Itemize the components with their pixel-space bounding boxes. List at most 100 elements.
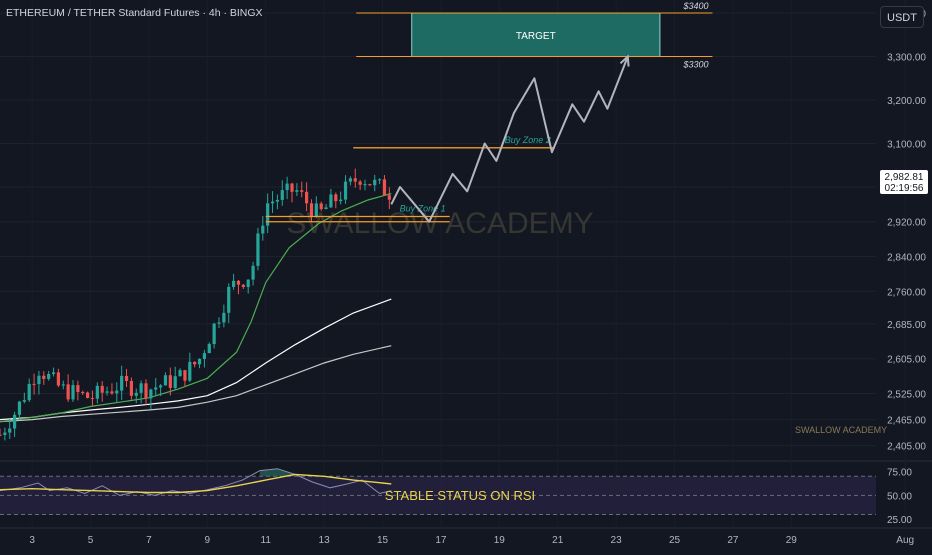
candle-body bbox=[71, 385, 75, 400]
candle-body bbox=[3, 432, 7, 435]
candle-body bbox=[100, 385, 104, 393]
price-tag: 2,982.81 02:19:56 bbox=[880, 170, 928, 194]
time-tick-label: 5 bbox=[88, 535, 94, 546]
candle-body bbox=[324, 207, 328, 210]
currency-button[interactable]: USDT bbox=[880, 6, 924, 28]
candle-body bbox=[193, 361, 197, 365]
target-high-label: $3400 bbox=[682, 1, 708, 11]
candles bbox=[0, 168, 391, 441]
candle-body bbox=[13, 414, 17, 429]
candle-body bbox=[110, 391, 114, 394]
time-tick-label: 25 bbox=[669, 535, 681, 546]
candle-body bbox=[285, 183, 289, 191]
price-tick-label: 2,920.00 bbox=[887, 218, 926, 229]
candle-body bbox=[144, 383, 148, 399]
rsi-ma-line bbox=[0, 473, 392, 494]
candle-body bbox=[295, 190, 299, 192]
time-tick-label: 3 bbox=[29, 535, 35, 546]
candle-body bbox=[178, 370, 182, 377]
candle-body bbox=[236, 280, 241, 285]
candle-body bbox=[22, 400, 26, 402]
projection-layer bbox=[390, 54, 630, 223]
candle-body bbox=[343, 181, 348, 200]
zone-label: Buy Zone 2 bbox=[505, 135, 551, 145]
candle-body bbox=[163, 375, 168, 386]
time-tick-label: 23 bbox=[611, 535, 623, 546]
price-tick-label: 3,200.00 bbox=[887, 96, 926, 107]
ma-white-line bbox=[0, 298, 392, 421]
rsi-tick-label: 25.00 bbox=[887, 515, 912, 526]
candle-body bbox=[261, 225, 265, 234]
candle-body bbox=[241, 284, 245, 288]
candle-body bbox=[188, 361, 192, 381]
price-tick-label: 2,465.00 bbox=[887, 416, 926, 427]
candle-body bbox=[256, 233, 260, 266]
price-tick-label: 2,760.00 bbox=[887, 287, 926, 298]
candle-body bbox=[183, 370, 187, 381]
candle-body bbox=[314, 203, 318, 217]
price-tick-label: 3,100.00 bbox=[887, 139, 926, 150]
candle-body bbox=[61, 384, 65, 386]
candle-body bbox=[27, 383, 31, 401]
indicator-layer bbox=[0, 192, 392, 423]
candle-body bbox=[309, 203, 314, 217]
target-box bbox=[411, 12, 661, 58]
candle-body bbox=[329, 194, 333, 208]
candle-body bbox=[32, 383, 36, 385]
time-tick-label: 29 bbox=[786, 535, 798, 546]
candle-body bbox=[37, 375, 41, 385]
target-low-label: $3300 bbox=[682, 60, 708, 70]
candle-body bbox=[149, 389, 153, 399]
candle-body bbox=[378, 179, 382, 181]
candle-body bbox=[197, 358, 202, 365]
projection-arrowhead bbox=[619, 54, 630, 67]
candle-body bbox=[129, 380, 133, 396]
candle-body bbox=[246, 279, 250, 288]
candle-body bbox=[207, 344, 211, 354]
candle-body bbox=[124, 375, 129, 381]
candle-body bbox=[212, 323, 216, 345]
rsi-tick-label: 50.00 bbox=[887, 491, 912, 502]
candle-body bbox=[139, 383, 143, 393]
ma-grey-line bbox=[0, 345, 392, 423]
candle-body bbox=[154, 387, 158, 390]
candle-body bbox=[159, 385, 163, 388]
candle-body bbox=[290, 183, 294, 192]
projection-path bbox=[390, 56, 629, 223]
time-tick-label: 9 bbox=[205, 535, 211, 546]
time-axis: 3 5 7 9 11 13 15 17 19 21 23 25 27 29 Aug bbox=[29, 535, 914, 546]
candle-body bbox=[81, 392, 85, 394]
candle-body bbox=[51, 372, 56, 374]
candle-body bbox=[134, 392, 138, 396]
bar-countdown: 02:19:56 bbox=[885, 183, 924, 194]
grid-layer bbox=[0, 12, 932, 529]
zone-label: Buy Zone 1 bbox=[400, 204, 446, 214]
candle-body bbox=[382, 179, 387, 196]
candle-body bbox=[305, 191, 309, 204]
candle-body bbox=[0, 434, 2, 436]
candle-body bbox=[339, 199, 343, 202]
candle-body bbox=[232, 280, 236, 287]
zones-layer: TARGET $3400 $3300 Buy Zone 1 Buy Zone 2 bbox=[265, 1, 713, 223]
price-tick-label: 2,840.00 bbox=[887, 253, 926, 264]
price-axis: 2,405.00 2,465.00 2,525.00 2,605.00 2,685.00… bbox=[887, 9, 926, 526]
candle-body bbox=[251, 265, 255, 280]
time-tick-label: 13 bbox=[319, 535, 331, 546]
candle-body bbox=[275, 199, 279, 202]
candle-body bbox=[66, 384, 70, 400]
candle-body bbox=[227, 286, 231, 313]
candle-body bbox=[47, 373, 51, 379]
candle-body bbox=[42, 375, 46, 379]
price-tick-label: 2,605.00 bbox=[887, 355, 926, 366]
time-tick-label: 7 bbox=[146, 535, 152, 546]
chart-title: ETHEREUM / TETHER Standard Futures · 4h … bbox=[6, 7, 263, 19]
candle-body bbox=[300, 190, 304, 192]
candle-body bbox=[168, 375, 172, 388]
time-tick-label: 19 bbox=[494, 535, 506, 546]
candle-body bbox=[368, 184, 372, 186]
candle-body bbox=[173, 376, 177, 388]
candle-body bbox=[8, 428, 12, 433]
candle-body bbox=[90, 397, 95, 399]
